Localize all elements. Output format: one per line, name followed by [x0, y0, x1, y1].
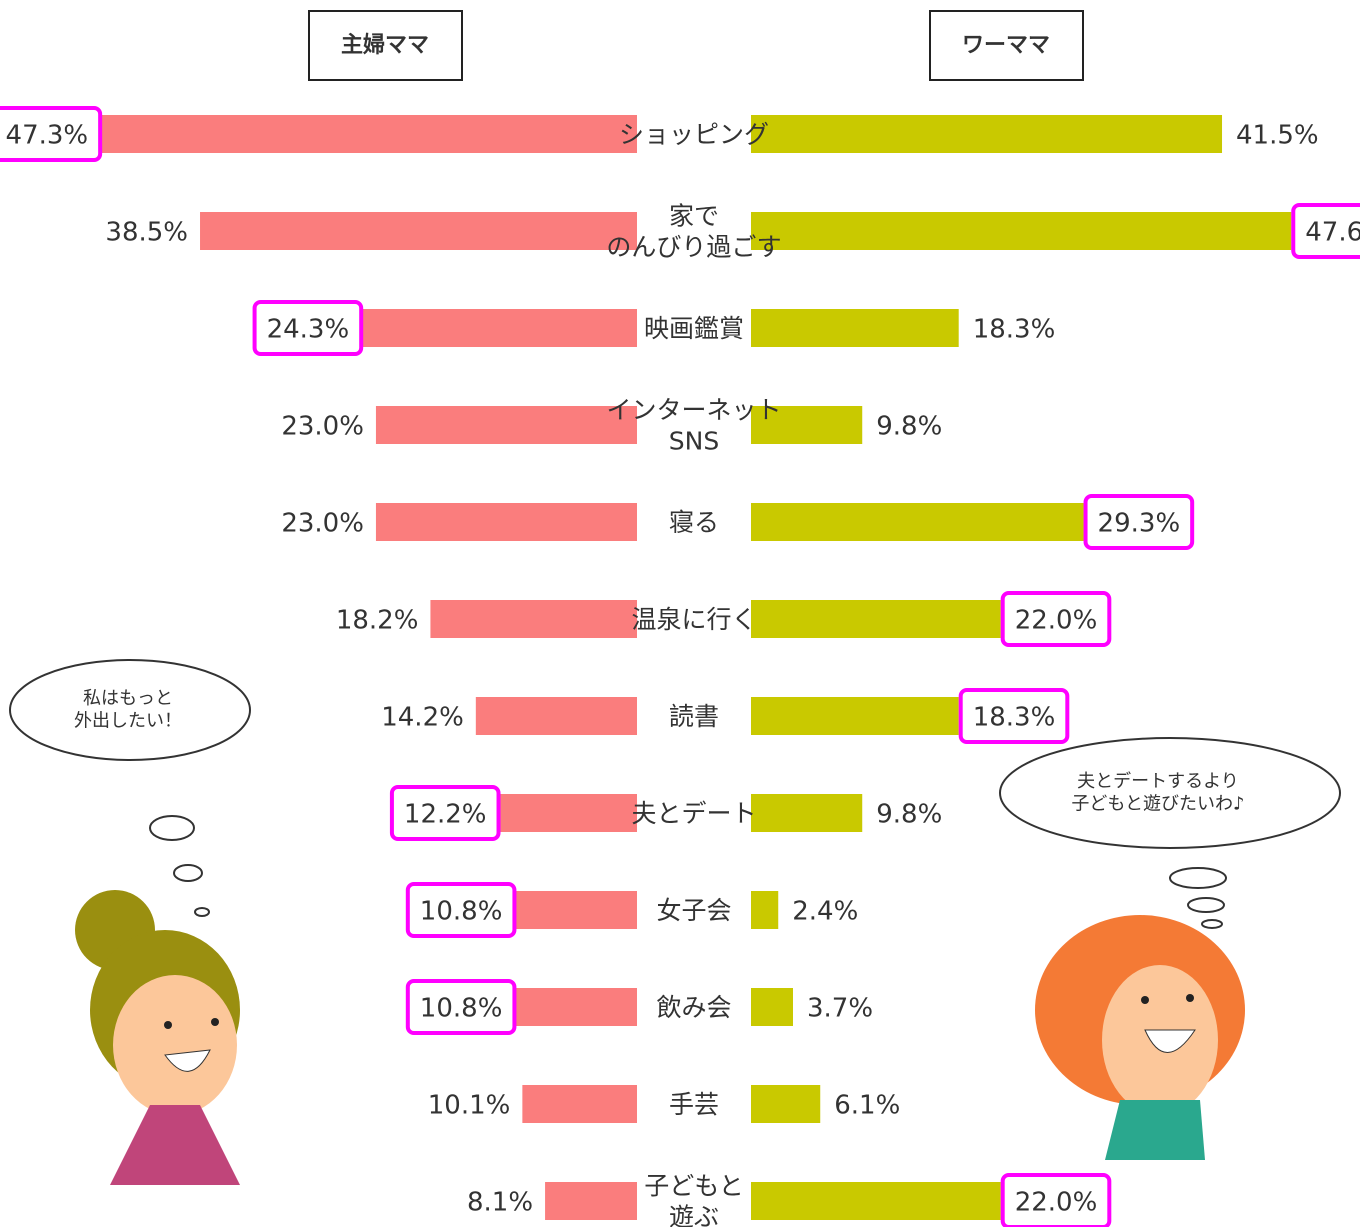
highlight-box	[389, 785, 501, 841]
legend-label: 主婦ママ	[341, 32, 429, 58]
value-label: 18.2%	[336, 606, 419, 636]
value-label: 10.1%	[428, 1091, 511, 1121]
value-label: 22.0%	[1015, 606, 1098, 636]
highlight-box	[958, 688, 1070, 744]
value-label: 38.5%	[105, 218, 188, 248]
highlight-box	[1083, 494, 1195, 550]
category-label: ショッピング	[619, 120, 769, 149]
category-label: 映画鑑賞	[644, 314, 744, 343]
value-label: 8.1%	[467, 1188, 533, 1218]
bar	[751, 600, 1001, 638]
bar	[361, 309, 637, 347]
value-label: 6.1%	[834, 1091, 900, 1121]
bar	[751, 309, 959, 347]
value-label: 18.3%	[973, 703, 1056, 733]
bar	[751, 503, 1084, 541]
value-label: 29.3%	[1098, 509, 1181, 539]
bar	[475, 697, 637, 735]
value-label: 23.0%	[281, 412, 364, 442]
bar	[751, 115, 1223, 153]
highlight-box	[405, 979, 517, 1035]
highlight-box	[1291, 203, 1360, 259]
bar	[430, 600, 637, 638]
value-label: 41.5%	[1236, 121, 1319, 151]
highlight-box	[1000, 1173, 1112, 1227]
highlight-box	[1000, 591, 1112, 647]
legend-label: ワーママ	[962, 33, 1050, 58]
value-label: 3.7%	[807, 994, 873, 1024]
bar	[751, 1085, 821, 1123]
category-label: 夫とデート	[631, 799, 756, 828]
left-illustration	[9, 659, 251, 1185]
legend-box	[929, 10, 1084, 81]
category-label: 飲み会	[656, 993, 731, 1022]
category-label: 女子会	[656, 896, 731, 925]
bar	[751, 406, 863, 444]
value-label: 2.4%	[792, 897, 858, 927]
category-label: 温泉に行く	[631, 605, 756, 634]
legend-box	[308, 10, 463, 81]
bar	[751, 1182, 1001, 1220]
highlight-box	[405, 882, 517, 938]
category-label: 子どもと遊ぶ	[644, 1171, 744, 1227]
bar	[751, 794, 863, 832]
bar	[514, 988, 637, 1026]
category-label: 手芸	[669, 1090, 719, 1119]
annotation: 夫とデートするより子どもと遊びたいわ♪	[1071, 771, 1244, 815]
bar	[498, 794, 637, 832]
bar	[522, 1085, 637, 1123]
category-label: 寝る	[669, 508, 719, 537]
value-label: 18.3%	[973, 315, 1056, 345]
bar	[200, 212, 637, 250]
value-label: 22.0%	[1015, 1188, 1098, 1218]
bar	[751, 988, 793, 1026]
category-label: 家でのんびり過ごす	[606, 201, 781, 261]
bar	[545, 1182, 637, 1220]
highlight-box	[0, 106, 103, 162]
value-label: 10.8%	[420, 897, 503, 927]
value-label: 23.0%	[281, 509, 364, 539]
bar	[751, 891, 779, 929]
bar	[100, 115, 637, 153]
category-label: インターネット SNS	[606, 395, 781, 455]
bar	[375, 406, 637, 444]
category-label: 読書	[669, 702, 719, 731]
right-illustration	[999, 737, 1341, 1160]
bar	[751, 212, 1292, 250]
bar	[514, 891, 637, 929]
annotation: 私はもっと外出したい！	[74, 688, 182, 732]
value-label: 12.2%	[404, 800, 487, 830]
value-label: 9.8%	[876, 412, 942, 442]
value-label: 14.2%	[381, 703, 464, 733]
value-label: 24.3%	[267, 315, 350, 345]
highlight-box	[252, 300, 364, 356]
value-label: 47.3%	[6, 121, 89, 151]
value-label: 10.8%	[420, 994, 503, 1024]
bar	[751, 697, 959, 735]
bar	[375, 503, 637, 541]
value-label: 9.8%	[876, 800, 942, 830]
value-label: 47.6%	[1305, 218, 1360, 248]
